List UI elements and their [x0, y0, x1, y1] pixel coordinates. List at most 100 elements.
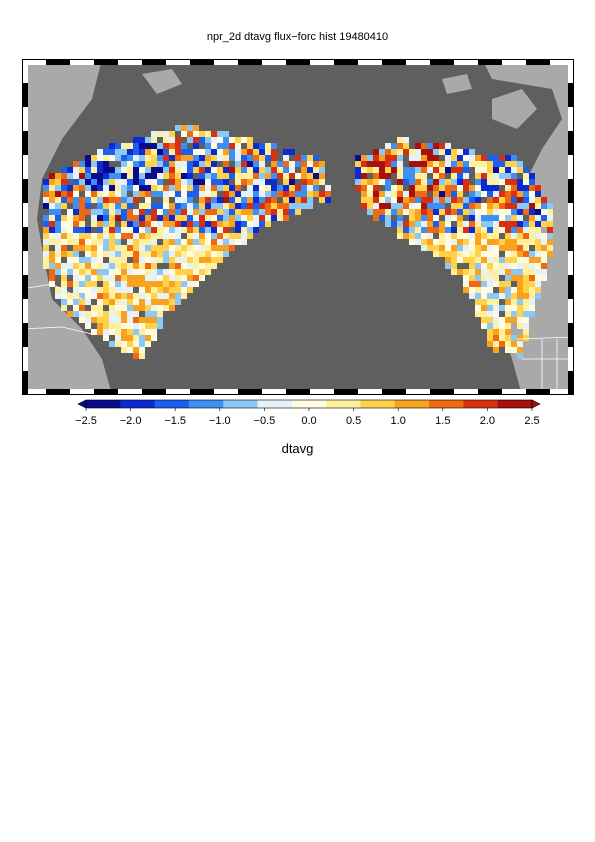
heatmap-cell	[511, 191, 517, 197]
heatmap-cell	[493, 275, 499, 281]
heatmap-cell	[133, 221, 139, 227]
heatmap-cell	[469, 263, 475, 269]
heatmap-cell	[475, 155, 481, 161]
heatmap-cell	[199, 197, 205, 203]
heatmap-cell	[415, 197, 421, 203]
heatmap-cell	[301, 155, 307, 161]
heatmap-cell	[229, 137, 235, 143]
heatmap-cell	[217, 179, 223, 185]
heatmap-cell	[67, 263, 73, 269]
heatmap-cell	[493, 281, 499, 287]
heatmap-cell	[49, 215, 55, 221]
heatmap-cell	[397, 137, 403, 143]
heatmap-cell	[265, 155, 271, 161]
heatmap-cell	[181, 287, 187, 293]
heatmap-cell	[79, 185, 85, 191]
heatmap-cell	[97, 293, 103, 299]
heatmap-cell	[205, 173, 211, 179]
heatmap-cell	[103, 215, 109, 221]
heatmap-cell	[253, 221, 259, 227]
heatmap-cell	[205, 245, 211, 251]
heatmap-cell	[91, 233, 97, 239]
heatmap-cell	[421, 185, 427, 191]
heatmap-cell	[133, 347, 139, 353]
heatmap-cell	[73, 167, 79, 173]
heatmap-cell	[175, 251, 181, 257]
heatmap-cell	[115, 203, 121, 209]
heatmap-cell	[151, 323, 157, 329]
heatmap-cell	[235, 197, 241, 203]
heatmap-cell	[469, 245, 475, 251]
heatmap-cell	[169, 305, 175, 311]
heatmap-cell	[241, 203, 247, 209]
heatmap-cell	[529, 233, 535, 239]
frame-segment	[568, 299, 574, 323]
heatmap-cell	[457, 257, 463, 263]
heatmap-cell	[43, 233, 49, 239]
heatmap-cell	[145, 143, 151, 149]
heatmap-cell	[175, 149, 181, 155]
heatmap-cell	[367, 161, 373, 167]
north-america-land	[482, 59, 574, 395]
heatmap-cell	[145, 185, 151, 191]
heatmap-cell	[97, 191, 103, 197]
heatmap-cell	[247, 203, 253, 209]
heatmap-cell	[451, 173, 457, 179]
heatmap-cell	[151, 311, 157, 317]
heatmap-cell	[409, 149, 415, 155]
heatmap-cell	[355, 173, 361, 179]
frame-segment	[430, 59, 454, 65]
heatmap-cell	[187, 227, 193, 233]
heatmap-cell	[475, 281, 481, 287]
heatmap-cell	[49, 227, 55, 233]
heatmap-cell	[463, 161, 469, 167]
heatmap-cell	[217, 155, 223, 161]
heatmap-cell	[49, 275, 55, 281]
heatmap-cell	[103, 203, 109, 209]
heatmap-cell	[175, 233, 181, 239]
heatmap-cell	[205, 143, 211, 149]
heatmap-cell	[247, 167, 253, 173]
heatmap-cell	[289, 167, 295, 173]
heatmap-cell	[427, 233, 433, 239]
frame-segment	[334, 59, 358, 65]
heatmap-cell	[265, 197, 271, 203]
heatmap-cell	[103, 155, 109, 161]
colorbar-swatch	[223, 400, 258, 408]
heatmap-cell	[115, 275, 121, 281]
heatmap-cell	[379, 173, 385, 179]
heatmap-cell	[85, 185, 91, 191]
colorbar-swatch	[463, 400, 498, 408]
heatmap-cell	[139, 209, 145, 215]
heatmap-cell	[271, 161, 277, 167]
heatmap-cell	[535, 239, 541, 245]
heatmap-cell	[67, 251, 73, 257]
heatmap-cell	[187, 137, 193, 143]
heatmap-cell	[451, 179, 457, 185]
heatmap-cell	[241, 179, 247, 185]
heatmap-cell	[529, 263, 535, 269]
heatmap-cell	[235, 167, 241, 173]
heatmap-cell	[541, 197, 547, 203]
heatmap-cell	[55, 197, 61, 203]
heatmap-cell	[463, 173, 469, 179]
colorbar-swatch	[360, 400, 396, 408]
frame-segment	[406, 389, 430, 395]
heatmap-cell	[433, 209, 439, 215]
heatmap-cell	[235, 227, 241, 233]
heatmap-cell	[433, 161, 439, 167]
heatmap-cell	[517, 191, 523, 197]
heatmap-cell	[73, 299, 79, 305]
heatmap-cell	[505, 191, 511, 197]
heatmap-cell	[487, 227, 493, 233]
heatmap-cell	[199, 215, 205, 221]
heatmap-cell	[121, 341, 127, 347]
heatmap-cell	[91, 161, 97, 167]
heatmap-cell	[193, 245, 199, 251]
heatmap-cell	[169, 161, 175, 167]
frame-segment	[568, 227, 574, 251]
heatmap-cell	[511, 209, 517, 215]
heatmap-cell	[133, 215, 139, 221]
heatmap-cell	[397, 167, 403, 173]
heatmap-cell	[211, 161, 217, 167]
